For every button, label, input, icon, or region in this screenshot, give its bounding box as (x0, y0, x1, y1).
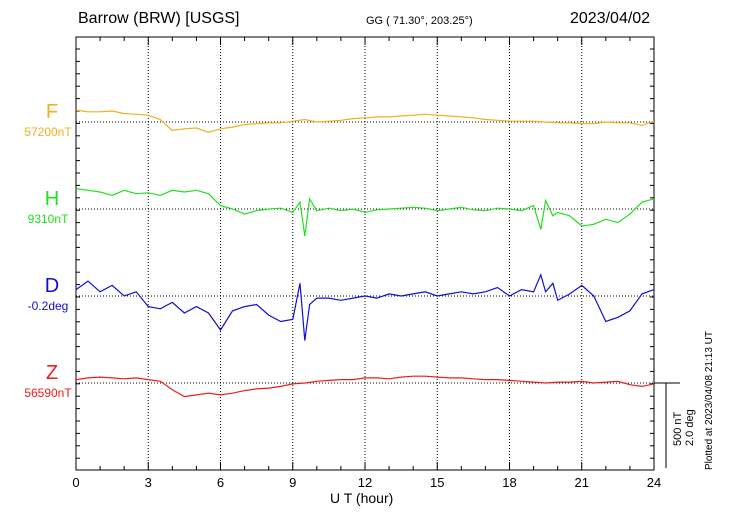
x-tick-label: 3 (145, 475, 152, 490)
x-tick-label: 9 (289, 475, 296, 490)
x-tick-label: 18 (502, 475, 516, 490)
station-title: Barrow (BRW) [USGS] (78, 10, 240, 27)
x-tick-label: 21 (575, 475, 589, 490)
component-baseline-z: 56590nT (24, 386, 72, 400)
plotted-timestamp: Plotted at 2023/04/08 21:13 UT (704, 331, 715, 470)
component-letter-d: D (45, 275, 59, 297)
x-tick-label: 24 (647, 475, 661, 490)
scale-bar-nt-label: 500 nT (672, 411, 684, 446)
series-line-f (75, 109, 655, 133)
series-line-d (75, 272, 655, 341)
component-letter-z: Z (46, 362, 58, 384)
x-tick-label: 6 (217, 475, 224, 490)
component-baseline-d: -0.2deg (28, 299, 69, 313)
component-letter-f: F (46, 101, 58, 123)
scale-bar-deg-label: 2.0 deg (684, 409, 696, 446)
component-letter-h: H (45, 188, 59, 210)
x-tick-label: 0 (72, 475, 79, 490)
series-line-z (75, 375, 655, 398)
plot-date: 2023/04/02 (570, 10, 651, 27)
x-axis-label: U T (hour) (330, 490, 394, 506)
x-tick-label: 15 (430, 475, 444, 490)
geographic-coordinates: GG ( 71.30°, 203.25°) (366, 15, 473, 27)
x-tick-label: 12 (358, 475, 372, 490)
component-baseline-f: 57200nT (24, 125, 72, 139)
component-baseline-h: 9310nT (28, 212, 69, 226)
series-line-h (75, 188, 655, 237)
